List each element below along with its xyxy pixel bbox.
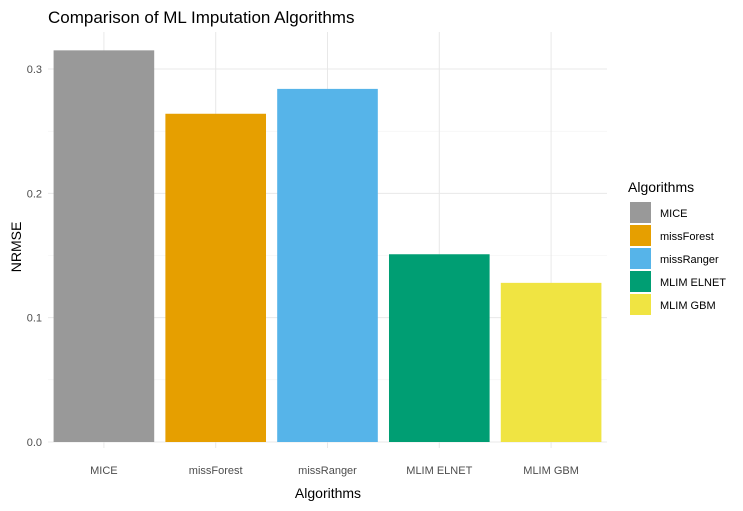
legend-label: missForest	[660, 231, 714, 243]
y-axis-ticks: 0.0 0.1 0.2 0.3	[27, 64, 42, 449]
x-tick-label: MLIM GBM	[523, 465, 579, 477]
chart-title: Comparison of ML Imputation Algorithms	[48, 8, 354, 27]
bar-missforest	[165, 113, 267, 442]
x-tick-label: missForest	[189, 465, 243, 477]
legend-swatch	[630, 202, 651, 223]
legend-label: MLIM GBM	[660, 300, 716, 312]
legend-swatch	[630, 294, 651, 315]
legend-swatch	[630, 225, 651, 246]
y-axis-label: NRMSE	[8, 222, 24, 273]
legend-label: MICE	[660, 208, 688, 220]
legend-swatch	[630, 271, 651, 292]
y-tick-label: 0.3	[27, 64, 42, 76]
bar-missranger	[277, 88, 378, 442]
plot-panel	[48, 32, 607, 448]
y-tick-label: 0.1	[27, 313, 42, 325]
x-tick-label: missRanger	[298, 465, 357, 477]
legend: Algorithms MICE missForest missRanger MLIM …	[628, 179, 726, 315]
x-tick-label: MICE	[90, 465, 118, 477]
legend-swatch	[630, 248, 651, 269]
x-tick-label: MLIM ELNET	[406, 465, 472, 477]
y-tick-label: 0.2	[27, 188, 42, 200]
legend-label: MLIM ELNET	[660, 277, 726, 289]
legend-label: missRanger	[660, 254, 719, 266]
y-tick-label: 0.0	[27, 437, 42, 449]
bar-mice	[53, 50, 155, 442]
legend-title: Algorithms	[628, 179, 694, 195]
bar-mlim-elnet	[388, 254, 490, 442]
bars	[53, 50, 602, 442]
x-axis-ticks: MICE missForest missRanger MLIM ELNET MLIM G…	[90, 465, 579, 477]
legend-items: MICE missForest missRanger MLIM ELNET MLIM G…	[630, 202, 726, 315]
x-axis-label: Algorithms	[295, 485, 361, 501]
bar-mlim-gbm	[500, 282, 602, 442]
